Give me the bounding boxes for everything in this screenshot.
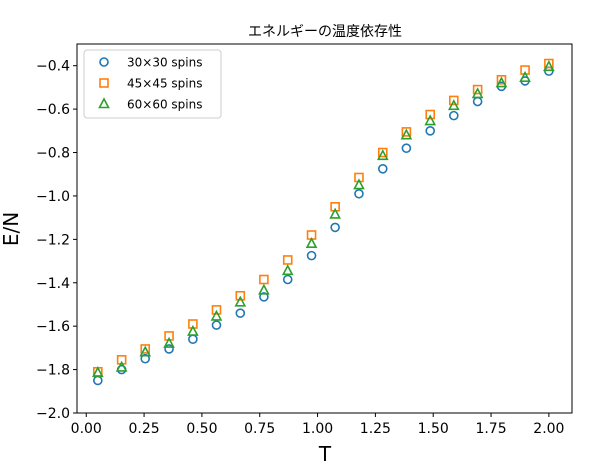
data-point — [139, 345, 152, 357]
plot-frame — [76, 43, 573, 414]
data-point — [329, 207, 341, 219]
data-point — [140, 353, 151, 364]
x-tick-label: 0.50 — [186, 421, 217, 437]
data-point — [281, 264, 294, 276]
data-point — [163, 336, 175, 348]
data-point — [330, 222, 340, 233]
legend-label: 45×45 spins — [127, 77, 202, 91]
data-point — [259, 274, 269, 285]
legend: 30×30 spins 45×45 spins 60×60 spins — [83, 49, 222, 119]
data-point — [188, 334, 198, 345]
legend-marker — [99, 78, 109, 88]
legend-box — [83, 49, 222, 119]
data-point — [259, 292, 269, 302]
data-point — [472, 84, 483, 95]
data-point — [211, 320, 222, 330]
data-point — [376, 149, 389, 161]
data-point — [235, 308, 246, 318]
data-point — [91, 366, 104, 378]
data-point — [377, 164, 388, 174]
data-point — [401, 127, 412, 137]
data-point — [234, 295, 247, 307]
x-axis: 0.00 0.25 0.50 0.75 1.00 1.25 1.50 1.75 2.00 — [71, 413, 564, 437]
data-point — [187, 324, 199, 336]
y-tick-label: −1.8 — [36, 363, 70, 379]
y-tick-label: −1.2 — [36, 232, 70, 248]
y-axis: −2.0 −1.8 −1.6 −1.4 −1.2 −1.0 −0.8 −0.6 −0.4 — [36, 59, 77, 422]
data-point — [472, 96, 483, 107]
data-point — [425, 109, 436, 120]
y-tick-label: −0.8 — [36, 146, 70, 162]
data-point — [495, 76, 508, 88]
data-point — [471, 87, 484, 99]
data-point — [305, 236, 318, 248]
data-point — [544, 58, 554, 69]
x-axis-label: T — [318, 442, 332, 465]
data-point — [282, 274, 293, 285]
data-point — [425, 126, 436, 136]
data-point — [164, 344, 174, 354]
data-point — [210, 309, 223, 321]
data-point — [93, 375, 103, 386]
data-point — [282, 255, 293, 265]
chart-title: エネルギーの温度依存性 — [248, 24, 402, 40]
data-point — [353, 178, 365, 190]
y-tick-label: −1.6 — [36, 319, 70, 335]
data-point — [140, 344, 151, 354]
y-tick-label: −1.4 — [36, 276, 70, 292]
data-point — [400, 128, 413, 140]
data-point — [543, 60, 555, 72]
data-point — [377, 147, 388, 158]
data-markers — [91, 58, 555, 386]
data-point — [449, 95, 459, 106]
data-point — [496, 75, 507, 85]
x-tick-label: 1.50 — [418, 421, 449, 437]
y-tick-label: −0.4 — [36, 59, 70, 75]
legend-label: 60×60 spins — [127, 98, 202, 112]
data-point — [519, 70, 531, 82]
data-point — [115, 360, 128, 372]
legend-marker — [99, 57, 109, 67]
data-point — [306, 250, 317, 261]
y-axis-label: E/N — [0, 212, 23, 246]
x-tick-label: 1.25 — [360, 421, 391, 437]
x-tick-label: 1.75 — [475, 421, 506, 437]
y-tick-label: −1.0 — [36, 189, 70, 205]
y-tick-label: −2.0 — [36, 406, 70, 422]
x-tick-label: 0.00 — [71, 421, 102, 437]
x-tick-label: 1.00 — [302, 421, 333, 437]
data-point — [447, 99, 460, 111]
y-tick-label: −0.6 — [36, 102, 70, 118]
data-point — [424, 114, 437, 126]
data-point — [449, 110, 459, 121]
legend-marker — [98, 97, 110, 109]
data-point — [258, 283, 270, 295]
x-tick-label: 2.00 — [533, 421, 564, 437]
data-point — [354, 188, 364, 199]
data-point — [235, 290, 246, 301]
series-2 — [91, 60, 555, 378]
x-tick-label: 0.75 — [244, 421, 275, 437]
x-tick-label: 0.25 — [128, 421, 159, 437]
legend-label: 30×30 spins — [127, 56, 202, 70]
series-0 — [93, 66, 554, 386]
data-point — [211, 305, 222, 315]
data-point — [401, 143, 412, 153]
